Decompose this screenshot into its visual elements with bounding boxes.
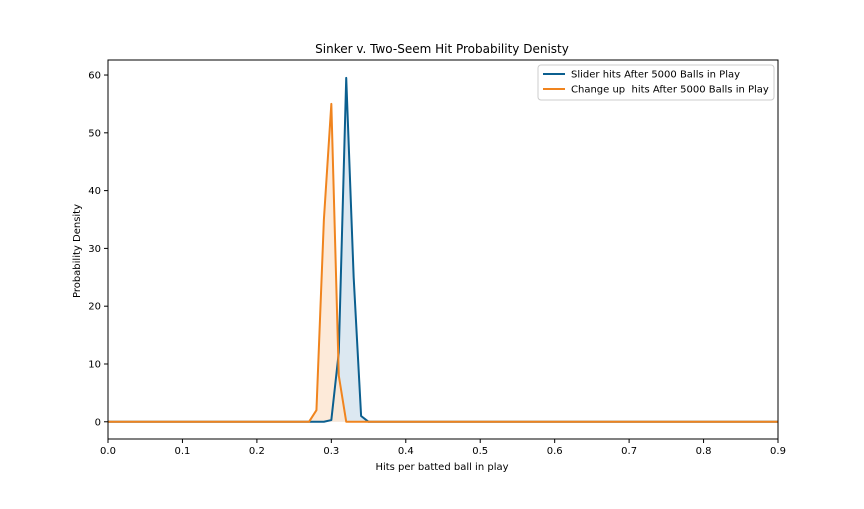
legend-box [537, 64, 775, 101]
y-tick-label: 40 [88, 186, 101, 197]
chart-title: Sinker v. Two-Seem Hit Probability Denis… [315, 42, 569, 56]
y-tick-label: 20 [88, 302, 101, 313]
x-axis: 0.0 0.1 0.2 0.3 0.4 0.5 0.6 0.7 0.8 0.9 [100, 439, 786, 457]
legend: Slider hits After 5000 Balls in Play Chan… [537, 64, 775, 101]
y-tick-label: 60 [88, 71, 101, 82]
y-tick-label: 50 [88, 128, 101, 139]
y-axis: 0 10 20 30 40 50 60 [88, 71, 108, 428]
x-tick-label: 0.0 [100, 446, 116, 457]
x-tick-label: 0.4 [398, 446, 414, 457]
y-tick-label: 0 [95, 417, 101, 428]
x-tick-label: 0.8 [696, 446, 712, 457]
x-tick-label: 0.5 [472, 446, 488, 457]
series-1-area [108, 103, 778, 422]
x-tick-label: 0.7 [621, 446, 637, 457]
y-tick-label: 10 [88, 359, 101, 370]
y-tick-label: 30 [88, 244, 101, 255]
x-tick-label: 0.9 [770, 446, 786, 457]
plot-frame [107, 59, 779, 440]
series-0-area [108, 77, 778, 422]
x-tick-label: 0.2 [249, 446, 265, 457]
series-1-line [108, 102, 778, 423]
x-axis-label: Hits per batted ball in play [375, 462, 508, 473]
x-tick-label: 0.1 [174, 446, 190, 457]
y-axis-label: Probability Density [72, 204, 83, 298]
plot-area [108, 76, 778, 423]
series-0-line [108, 76, 778, 423]
legend-label: Change up hits After 5000 Balls in Play [571, 85, 769, 96]
x-tick-label: 0.6 [547, 446, 563, 457]
legend-label: Slider hits After 5000 Balls in Play [571, 70, 740, 81]
x-tick-label: 0.3 [323, 446, 339, 457]
